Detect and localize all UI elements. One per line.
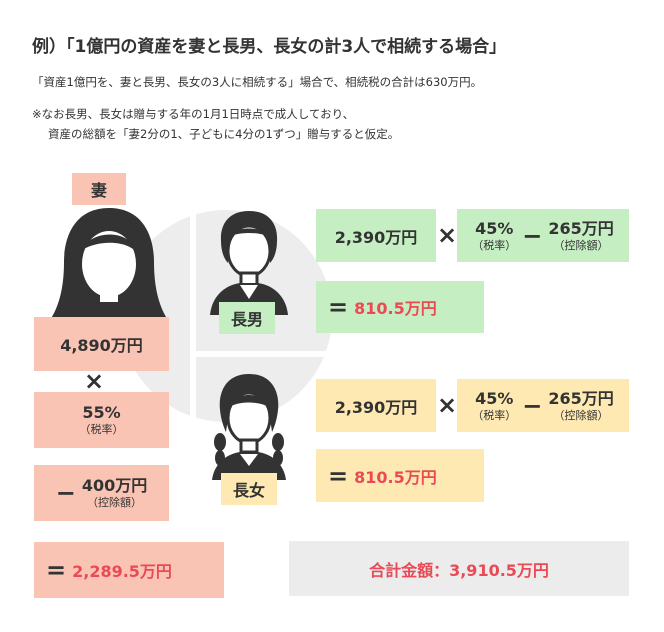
wife-rate-note: （税率） xyxy=(79,423,124,437)
daughter-deduction: 265万円 xyxy=(548,388,614,408)
son-deduction: 265万円 xyxy=(548,218,614,238)
son-label: 長男 xyxy=(219,302,275,334)
son-amount-box: 2,390万円 xyxy=(316,209,436,262)
assumption-note-2: 資産の総額を「妻2分の1、子どもに4分の1ずつ」贈与すると仮定。 xyxy=(48,127,400,141)
wife-rate: 55% xyxy=(82,403,121,423)
son-rate: 45% xyxy=(475,218,514,238)
wife-minus-operator: − xyxy=(55,479,76,507)
total-box: 合計金額： 3,910.5万円 xyxy=(289,541,629,596)
wife-amount-box: 4,890万円 xyxy=(34,317,169,371)
wife-result-box: = 2,289.5万円 xyxy=(34,542,224,598)
daughter-result: 810.5万円 xyxy=(354,467,437,487)
daughter-amount-box: 2,390万円 xyxy=(316,379,436,432)
son-deduction-note: （控除額） xyxy=(553,238,609,252)
wife-equals-operator: = xyxy=(46,556,67,584)
wife-deduction-box: − 400万円 （控除額） xyxy=(34,465,169,521)
son-amount: 2,390万円 xyxy=(334,227,418,247)
son-figure-icon xyxy=(210,211,288,315)
daughter-amount: 2,390万円 xyxy=(334,397,418,417)
son-rate-note: （税率） xyxy=(472,238,517,252)
son-result: 810.5万円 xyxy=(354,299,437,318)
assumption-note-1: ※なお長男、長女は贈与する年の1月1日時点で成人しており、 xyxy=(32,107,355,121)
circle-divider-vertical xyxy=(190,205,196,425)
daughter-minus-operator: − xyxy=(522,391,543,420)
son-minus-operator: − xyxy=(522,221,543,250)
daughter-rate-note: （税率） xyxy=(472,408,517,422)
son-times-operator: × xyxy=(437,221,458,249)
daughter-rate-box: 45% （税率） − 265万円 （控除額） xyxy=(457,379,629,432)
son-equals-operator: = xyxy=(328,293,349,321)
total-value: 3,910.5万円 xyxy=(449,560,549,580)
daughter-label: 長女 xyxy=(221,473,277,505)
page-title: 例）「1億円の資産を妻と長男、長女の計3人で相続する場合」 xyxy=(32,37,507,57)
daughter-figure-icon xyxy=(212,374,286,480)
son-rate-box: 45% （税率） − 265万円 （控除額） xyxy=(457,209,629,262)
wife-deduction-note: （控除額） xyxy=(87,496,143,510)
daughter-times-operator: × xyxy=(437,391,458,419)
total-label: 合計金額： xyxy=(369,560,450,580)
wife-label: 妻 xyxy=(72,173,126,205)
son-result-box: = 810.5万円 xyxy=(316,281,484,333)
summary-note: 「資産1億円を、妻と長男、長女の3人に相続する」場合で、相続税の合計は630万円… xyxy=(32,75,483,89)
daughter-rate: 45% xyxy=(475,388,514,408)
daughter-result-box: = 810.5万円 xyxy=(316,449,484,502)
daughter-deduction-note: （控除額） xyxy=(553,408,609,422)
wife-times-operator: × xyxy=(84,367,105,395)
wife-figure-icon xyxy=(50,208,168,324)
wife-rate-box: 55% （税率） xyxy=(34,392,169,448)
wife-amount: 4,890万円 xyxy=(60,336,143,355)
wife-deduction: 400万円 xyxy=(81,476,148,496)
circle-divider-horizontal xyxy=(190,351,340,357)
wife-result: 2,289.5万円 xyxy=(72,562,172,581)
daughter-equals-operator: = xyxy=(328,461,349,490)
